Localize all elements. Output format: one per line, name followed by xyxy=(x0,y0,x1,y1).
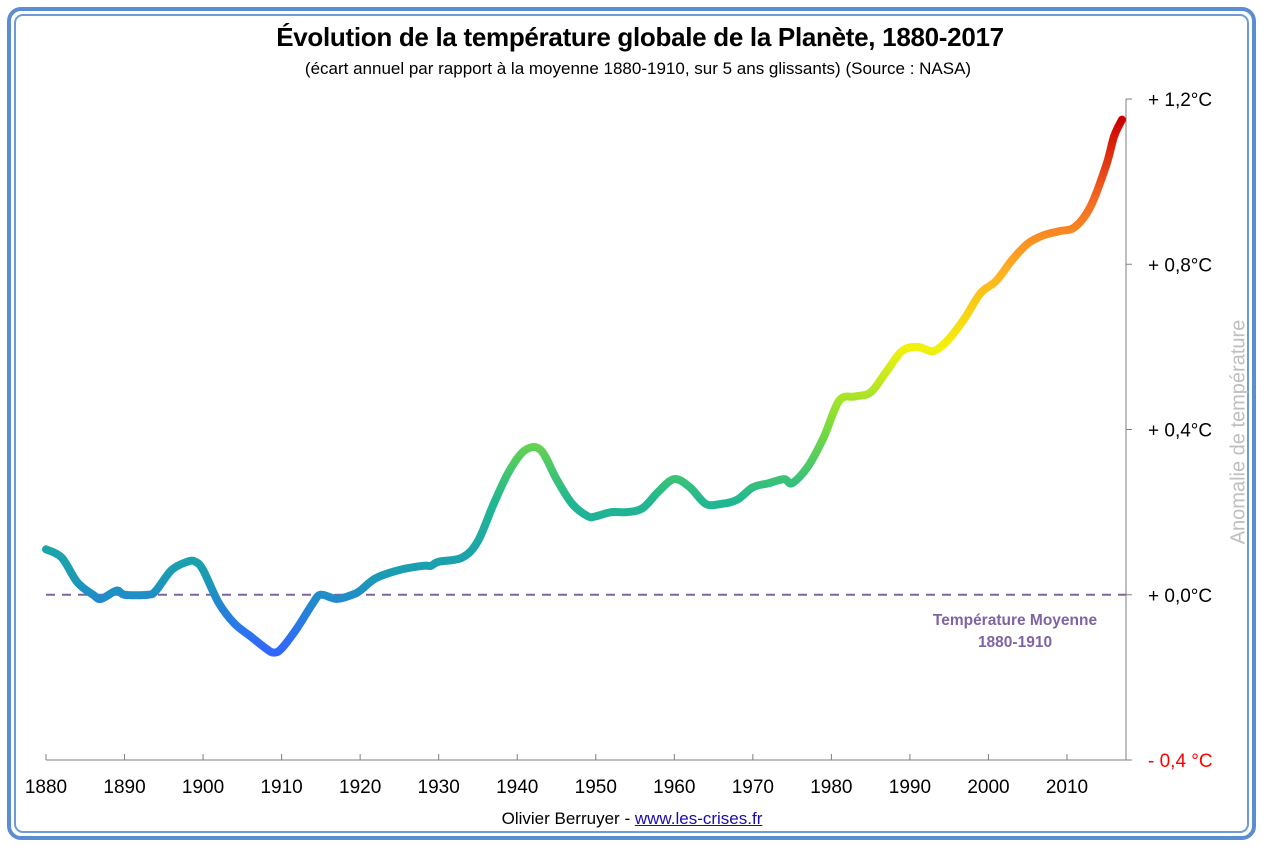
y-tick-label: - 0,4 °C xyxy=(1148,751,1213,772)
reference-label-line2: 1880-1910 xyxy=(977,634,1053,651)
chart-title: Évolution de la température globale de l… xyxy=(276,22,1004,52)
x-tick-label: 1910 xyxy=(260,777,302,798)
axes-group xyxy=(45,98,1132,761)
x-tick-label: 1960 xyxy=(653,777,695,798)
x-tick-label: 1920 xyxy=(339,777,381,798)
reference-label-line1: Température Moyenne xyxy=(932,612,1098,629)
x-tick-label: 1930 xyxy=(418,777,460,798)
outer-frame xyxy=(7,7,1256,840)
temperature-series-line xyxy=(42,115,1126,657)
y-tick-label: + 0,4°C xyxy=(1148,421,1212,442)
x-tick-label: 2010 xyxy=(1046,777,1088,798)
x-tick-label: 1990 xyxy=(889,777,931,798)
y-tick-labels: + 1,2°C + 0,8°C + 0,4°C + 0,0°C - 0,4 °C xyxy=(1148,90,1213,772)
y-tick-label: + 1,2°C xyxy=(1148,90,1212,111)
x-tick-labels: 1880 1890 1900 1910 1920 1930 1940 1950 1960 1970… xyxy=(25,777,1088,798)
footer-separator: - xyxy=(624,809,631,828)
footer: Olivier Berruyer - www.les-crises.fr xyxy=(0,809,1264,829)
x-tick-label: 1940 xyxy=(496,777,538,798)
chart-subtitle: (écart annuel par rapport à la moyenne 1… xyxy=(304,59,972,78)
x-tick-label: 2000 xyxy=(967,777,1009,798)
footer-link[interactable]: www.les-crises.fr xyxy=(634,809,763,828)
x-tick-label: 1900 xyxy=(182,777,224,798)
reference-line-label: Température Moyenne 1880-1910 xyxy=(905,610,1125,654)
x-tick-label: 1880 xyxy=(25,777,67,798)
y-axis-title: Anomalie de température xyxy=(1227,319,1250,545)
x-tick-label: 1970 xyxy=(732,777,774,798)
inner-frame xyxy=(14,14,1249,833)
y-tick-label: + 0,8°C xyxy=(1148,255,1212,276)
x-tick-label: 1950 xyxy=(575,777,617,798)
x-tick-label: 1980 xyxy=(810,777,852,798)
x-tick-label: 1890 xyxy=(103,777,145,798)
footer-author: Olivier Berruyer xyxy=(501,809,620,828)
series-group xyxy=(42,115,1126,657)
y-tick-label: + 0,0°C xyxy=(1148,586,1212,607)
